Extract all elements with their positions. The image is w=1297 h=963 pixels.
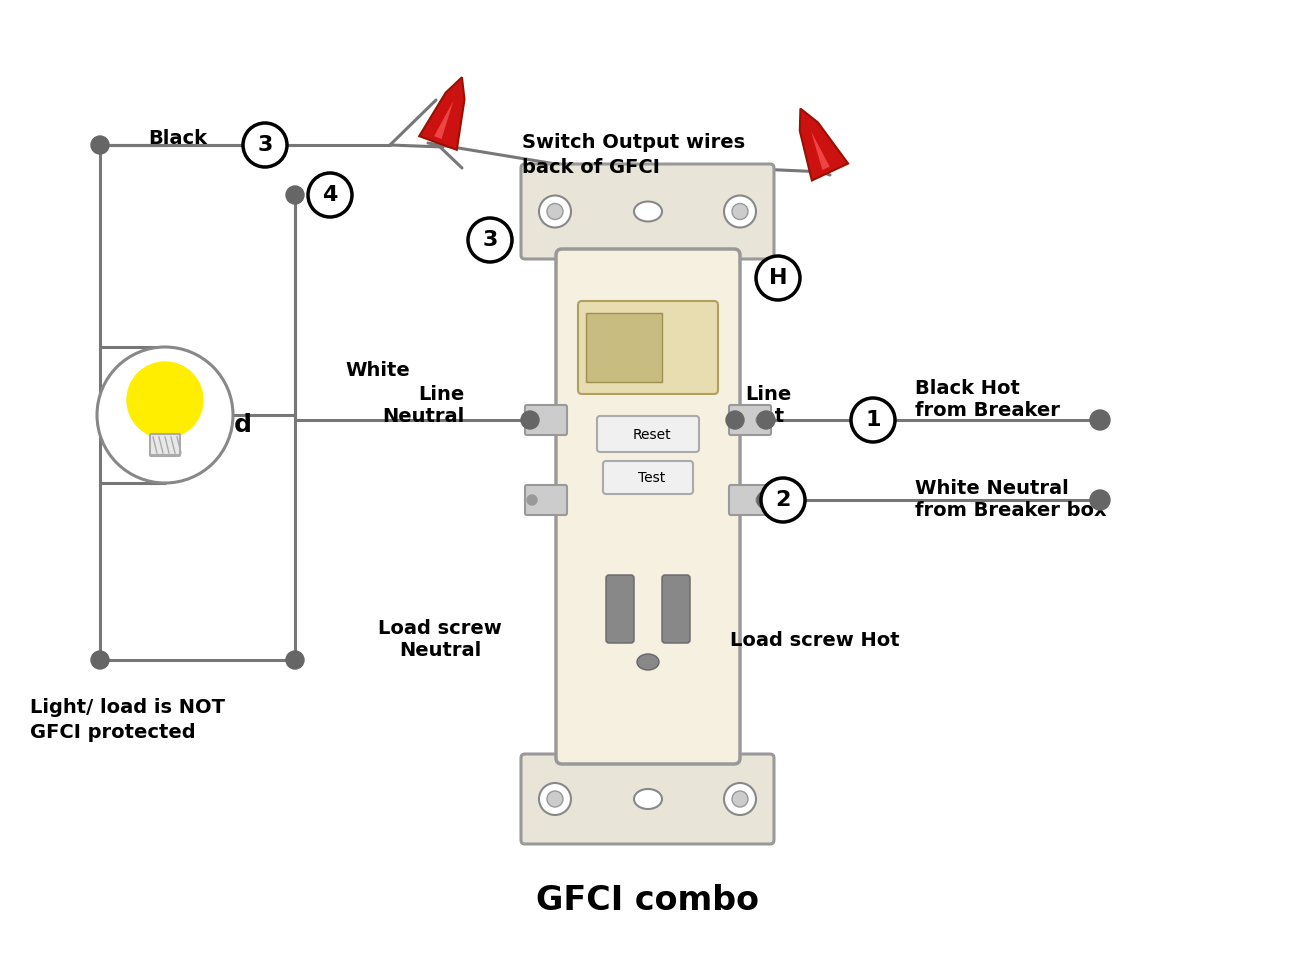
Text: Black Hot
from Breaker: Black Hot from Breaker xyxy=(914,379,1060,421)
Circle shape xyxy=(540,195,571,227)
Text: Switch Output wires
back of GFCI: Switch Output wires back of GFCI xyxy=(521,133,744,177)
Circle shape xyxy=(547,203,563,220)
Circle shape xyxy=(761,478,805,522)
Circle shape xyxy=(851,398,895,442)
Circle shape xyxy=(91,136,109,154)
Text: Line
Neutral: Line Neutral xyxy=(383,384,466,426)
Text: Test: Test xyxy=(638,471,665,485)
Circle shape xyxy=(757,491,776,509)
Circle shape xyxy=(127,362,204,438)
Circle shape xyxy=(724,783,756,815)
Text: 1: 1 xyxy=(865,410,881,430)
Polygon shape xyxy=(800,109,848,180)
Circle shape xyxy=(287,186,303,204)
Text: Reset: Reset xyxy=(633,428,672,442)
Circle shape xyxy=(724,195,756,227)
Circle shape xyxy=(243,123,287,167)
Circle shape xyxy=(726,411,744,429)
Circle shape xyxy=(756,415,767,425)
FancyBboxPatch shape xyxy=(525,405,567,435)
Circle shape xyxy=(527,495,537,505)
Circle shape xyxy=(547,791,563,807)
Text: 2: 2 xyxy=(776,490,791,510)
Text: White Neutral
from Breaker box: White Neutral from Breaker box xyxy=(914,480,1106,520)
Circle shape xyxy=(732,203,748,220)
FancyBboxPatch shape xyxy=(597,416,699,452)
Text: 4: 4 xyxy=(323,185,337,205)
FancyBboxPatch shape xyxy=(525,485,567,515)
Circle shape xyxy=(287,651,303,669)
Text: 3: 3 xyxy=(257,135,272,155)
Polygon shape xyxy=(419,77,464,150)
FancyBboxPatch shape xyxy=(729,405,770,435)
Text: Load screw
Neutral: Load screw Neutral xyxy=(379,619,502,661)
FancyBboxPatch shape xyxy=(150,434,180,456)
FancyBboxPatch shape xyxy=(556,249,741,764)
Text: Load: Load xyxy=(185,413,253,437)
Polygon shape xyxy=(434,101,454,139)
FancyBboxPatch shape xyxy=(578,301,719,394)
FancyBboxPatch shape xyxy=(606,575,634,643)
Text: Black: Black xyxy=(148,128,208,147)
Circle shape xyxy=(757,411,776,429)
Circle shape xyxy=(307,173,351,217)
Circle shape xyxy=(732,791,748,807)
FancyBboxPatch shape xyxy=(661,575,690,643)
Circle shape xyxy=(861,411,879,429)
Text: GFCI combo: GFCI combo xyxy=(537,883,760,917)
Polygon shape xyxy=(811,131,830,170)
Ellipse shape xyxy=(634,201,661,221)
Text: Load screw Hot: Load screw Hot xyxy=(730,631,900,649)
FancyBboxPatch shape xyxy=(521,754,774,844)
Circle shape xyxy=(770,491,789,509)
Text: H: H xyxy=(769,268,787,288)
Text: 3: 3 xyxy=(482,230,498,250)
Circle shape xyxy=(540,783,571,815)
Ellipse shape xyxy=(634,789,661,809)
Circle shape xyxy=(756,495,767,505)
FancyBboxPatch shape xyxy=(521,164,774,259)
Circle shape xyxy=(91,651,109,669)
Circle shape xyxy=(468,218,512,262)
Polygon shape xyxy=(586,313,661,382)
Circle shape xyxy=(527,415,537,425)
Circle shape xyxy=(521,411,540,429)
Circle shape xyxy=(1089,410,1110,430)
Circle shape xyxy=(97,347,233,483)
Ellipse shape xyxy=(637,654,659,670)
Text: Line
Hot: Line Hot xyxy=(744,384,791,426)
Text: Light/ load is NOT
GFCI protected: Light/ load is NOT GFCI protected xyxy=(30,698,224,742)
Text: White: White xyxy=(345,360,410,379)
Circle shape xyxy=(1089,490,1110,510)
FancyBboxPatch shape xyxy=(729,485,770,515)
Circle shape xyxy=(756,256,800,300)
FancyBboxPatch shape xyxy=(603,461,693,494)
